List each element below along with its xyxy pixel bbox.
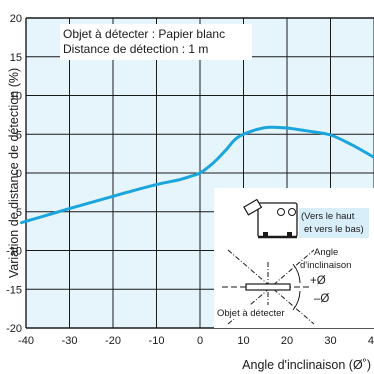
sensor-diagram: (Vers le haut et vers le bas) Angle d'in… xyxy=(214,188,374,328)
direction-label-line-2: et vers le bas) xyxy=(304,224,364,235)
y-tick-label: 10 xyxy=(10,91,22,103)
direction-label-background xyxy=(299,208,369,238)
angle-label-line-1: Angle xyxy=(314,247,338,258)
y-tick-label: -5 xyxy=(12,207,22,219)
target-label-background xyxy=(216,305,288,319)
y-tick-label: -15 xyxy=(6,284,22,296)
angle-label-line-2: d'inclinaison xyxy=(300,260,351,271)
x-tick-label: -10 xyxy=(149,335,165,347)
plus-angle-label: +Ø xyxy=(310,275,326,287)
annotation-line-2: Distance de détection : 1 m xyxy=(63,42,208,56)
x-tick-label: 30 xyxy=(324,335,336,347)
y-tick-label: -20 xyxy=(6,323,22,335)
y-axis-label: Variation de distance de détection (%) xyxy=(7,68,21,278)
x-tick-label: 0 xyxy=(197,335,203,347)
y-tick-label: -10 xyxy=(6,246,22,258)
y-tick-label: 20 xyxy=(10,13,22,25)
x-axis-label: Angle d'inclinaison (Ø˚) xyxy=(242,358,371,372)
y-tick-label: 0 xyxy=(16,168,22,180)
annotation-box xyxy=(60,24,252,60)
x-tick-label: -30 xyxy=(62,335,78,347)
x-tick-label: 40 xyxy=(368,335,374,347)
sensor-icon xyxy=(243,198,298,239)
minus-angle-label: –Ø xyxy=(314,293,329,305)
target-object xyxy=(245,283,291,291)
x-tick-labels: -40 -30 -20 -10 0 10 20 30 40 xyxy=(18,335,374,347)
y-tick-label: 5 xyxy=(16,129,22,141)
y-tick-labels: 20 15 10 5 0 -5 -10 -15 -20 xyxy=(6,13,22,335)
x-tick-label: 20 xyxy=(281,335,293,347)
minus-angle-arc xyxy=(292,290,301,311)
y-tick-label: 15 xyxy=(10,52,22,64)
plus-angle-arc xyxy=(292,263,301,284)
annotation-line-1: Objet à détecter : Papier blanc xyxy=(63,27,225,41)
x-tick-label: 10 xyxy=(237,335,249,347)
x-tick-label: -20 xyxy=(105,335,121,347)
target-label: Objet à détecter xyxy=(217,308,285,319)
series-line xyxy=(20,125,374,225)
x-tick-label: -40 xyxy=(18,335,34,347)
direction-label-line-1: (Vers le haut xyxy=(301,211,355,222)
